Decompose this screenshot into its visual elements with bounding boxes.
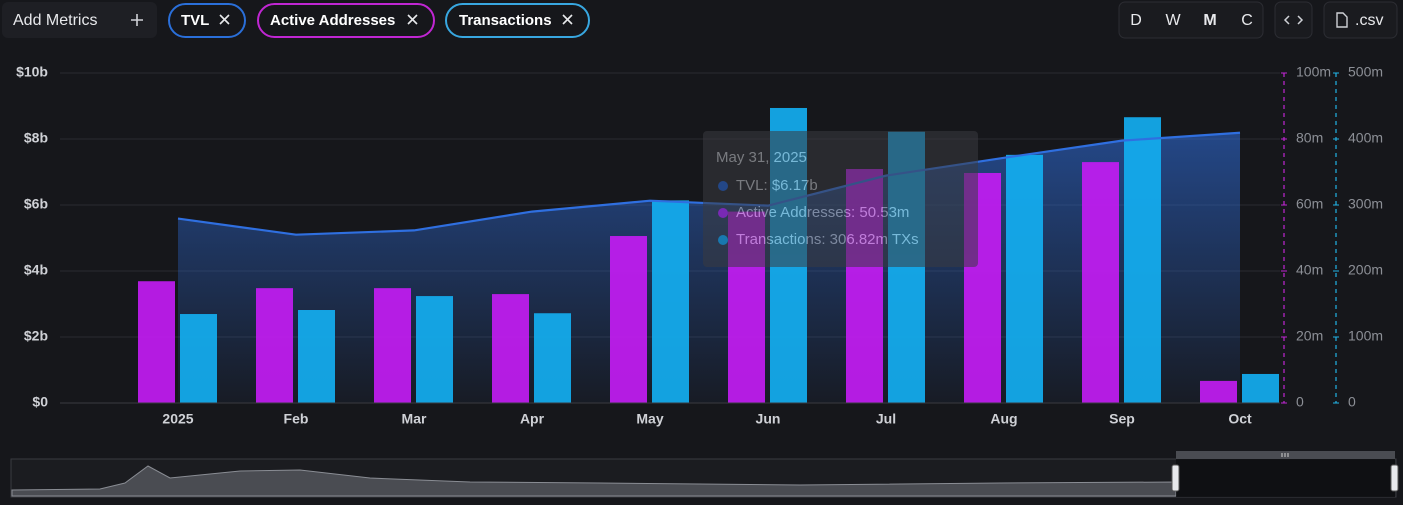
x-tick-label: May — [636, 411, 663, 427]
y-tick-label: $2b — [24, 328, 48, 344]
bar — [374, 288, 411, 403]
embed-button[interactable] — [1274, 1, 1313, 39]
add-metrics-button[interactable] — [2, 2, 157, 38]
close-icon[interactable] — [219, 14, 230, 25]
chip-label: TVL — [181, 12, 209, 29]
y-tick-label: 40m — [1296, 262, 1323, 278]
y-tick-label: 100m — [1296, 64, 1331, 80]
tvl-chip[interactable] — [168, 3, 246, 38]
interval-group — [1118, 1, 1264, 39]
y-tick-label: 0 — [1296, 394, 1304, 410]
y-tick-label: $0 — [32, 394, 48, 410]
x-tick-label: 2025 — [162, 411, 193, 427]
brush-handle[interactable] — [1171, 464, 1180, 492]
x-tick-label: Apr — [520, 411, 545, 427]
bar — [138, 281, 175, 403]
bar — [256, 288, 293, 403]
bar — [1200, 380, 1237, 403]
brush-handle[interactable] — [1390, 464, 1399, 492]
y-tick-label: 500m — [1348, 64, 1383, 80]
file-icon — [1336, 12, 1348, 28]
bar — [298, 310, 335, 403]
y-tick-label: $6b — [24, 196, 48, 212]
chip-label: Transactions — [459, 12, 552, 29]
csv-button[interactable] — [1323, 1, 1398, 39]
bar — [416, 296, 453, 403]
x-tick-label: Oct — [1228, 411, 1252, 427]
x-tick-label: Jun — [756, 411, 781, 427]
bar — [492, 294, 529, 403]
tooltip: May 31, 2025 TVL: $6.17b Active Addresse… — [703, 131, 978, 267]
y-tick-label: 200m — [1348, 262, 1383, 278]
tooltip-line: Transactions: 306.82m TXs — [736, 231, 919, 248]
plus-icon — [131, 14, 143, 26]
tooltip-date: May 31, 2025 — [716, 149, 807, 166]
bar — [1006, 154, 1043, 403]
y-tick-label: 60m — [1296, 196, 1323, 212]
active-addresses-chip[interactable] — [257, 3, 435, 38]
grip-icon — [1281, 453, 1289, 457]
bar — [1082, 162, 1119, 403]
x-tick-label: Mar — [402, 411, 427, 427]
y-tick-label: 300m — [1348, 196, 1383, 212]
tooltip-line: Active Addresses: 50.53m — [736, 204, 909, 221]
y-tick-label: $4b — [24, 262, 48, 278]
y-tick-label: 80m — [1296, 130, 1323, 146]
bar — [652, 200, 689, 403]
add-metrics-label: Add Metrics — [13, 12, 97, 29]
bar — [180, 314, 217, 403]
tooltip-line: TVL: $6.17b — [736, 177, 818, 194]
transactions-chip[interactable] — [445, 3, 590, 38]
y-tick-label: 400m — [1348, 130, 1383, 146]
csv-label: .csv — [1355, 12, 1383, 29]
y-tick-label: $8b — [24, 130, 48, 146]
y-tick-label: 20m — [1296, 328, 1323, 344]
x-tick-label: Sep — [1109, 411, 1135, 427]
brush-selection[interactable] — [1176, 459, 1395, 497]
tooltip-dot — [718, 181, 728, 191]
bar — [1124, 117, 1161, 403]
close-icon[interactable] — [407, 14, 418, 25]
x-tick-label: Jul — [876, 411, 896, 427]
x-tick-label: Aug — [990, 411, 1017, 427]
code-icon — [1283, 15, 1304, 25]
y-tick-label: 100m — [1348, 328, 1383, 344]
tooltip-dot — [718, 235, 728, 245]
plot: $0 $2b $4b $6b $8b $10b 0 20m 40m 60m 80m 100m 0 100m… — [16, 64, 1383, 427]
interval-button[interactable]: D — [1130, 12, 1142, 29]
interval-button[interactable]: C — [1241, 12, 1253, 29]
bar — [534, 313, 571, 403]
tooltip-box — [703, 131, 978, 267]
tooltip-dot — [718, 208, 728, 218]
bar — [1242, 373, 1279, 403]
x-tick-label: Feb — [284, 411, 309, 427]
chip-label: Active Addresses — [270, 12, 395, 29]
bar — [610, 236, 647, 403]
interval-button[interactable]: M — [1203, 12, 1216, 29]
close-icon[interactable] — [562, 14, 573, 25]
y-tick-label: 0 — [1348, 394, 1356, 410]
y-tick-label: $10b — [16, 64, 48, 80]
interval-button[interactable]: W — [1165, 12, 1181, 29]
